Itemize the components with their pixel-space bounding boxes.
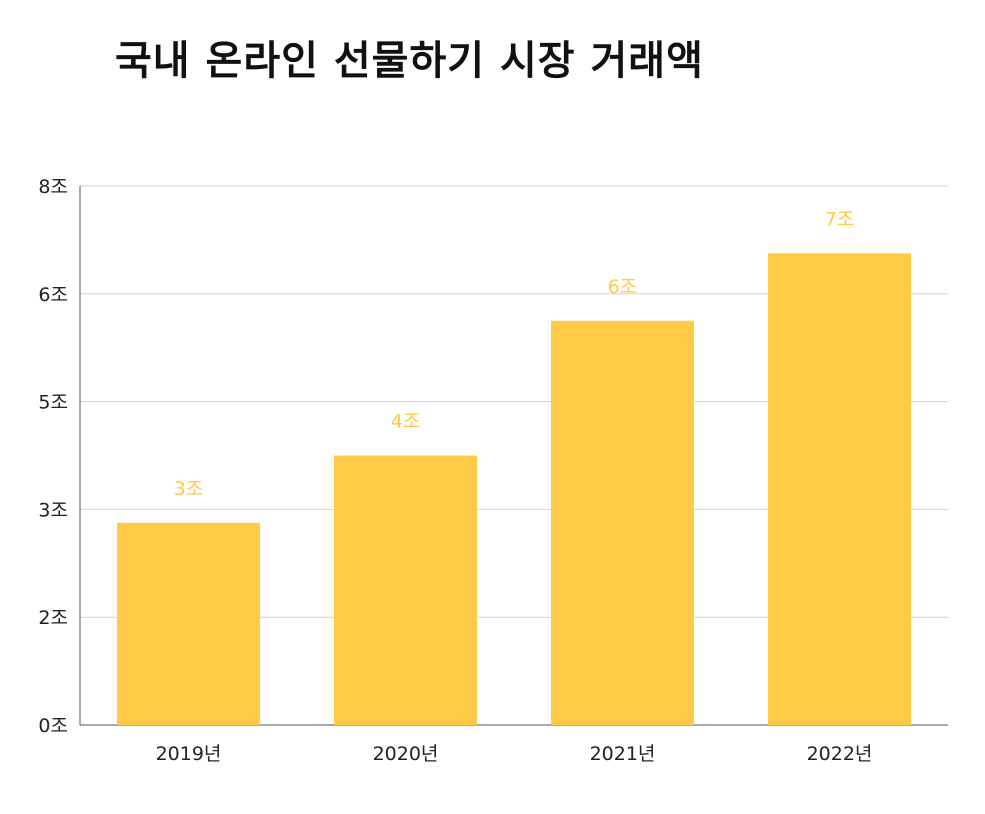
bar (334, 455, 477, 725)
x-tick-label: 2019년 (156, 743, 222, 765)
data-label: 7조 (825, 208, 855, 230)
data-labels: 3조 4조 6조 7조 (174, 208, 855, 500)
y-tick-label: 5조 (38, 392, 68, 414)
y-tick-label: 8조 (38, 176, 68, 198)
x-tick-label: 2020년 (373, 743, 439, 765)
chart-title: 국내 온라인 선물하기 시장 거래액 (115, 38, 704, 84)
bar (551, 320, 694, 725)
data-label: 6조 (608, 276, 638, 298)
bars (117, 253, 911, 725)
y-axis-ticks: 0조 2조 3조 5조 6조 8조 (38, 176, 68, 737)
y-tick-label: 6조 (38, 284, 68, 306)
data-label: 4조 (391, 411, 421, 433)
data-label: 3조 (174, 478, 204, 500)
y-tick-label: 3조 (38, 499, 68, 521)
x-tick-label: 2022년 (807, 743, 873, 765)
y-tick-label: 0조 (38, 715, 68, 737)
bar (117, 522, 260, 725)
bar (768, 253, 911, 725)
x-tick-label: 2021년 (590, 743, 656, 765)
y-tick-label: 2조 (38, 607, 68, 629)
x-axis-ticks: 2019년 2020년 2021년 2022년 (156, 743, 873, 765)
